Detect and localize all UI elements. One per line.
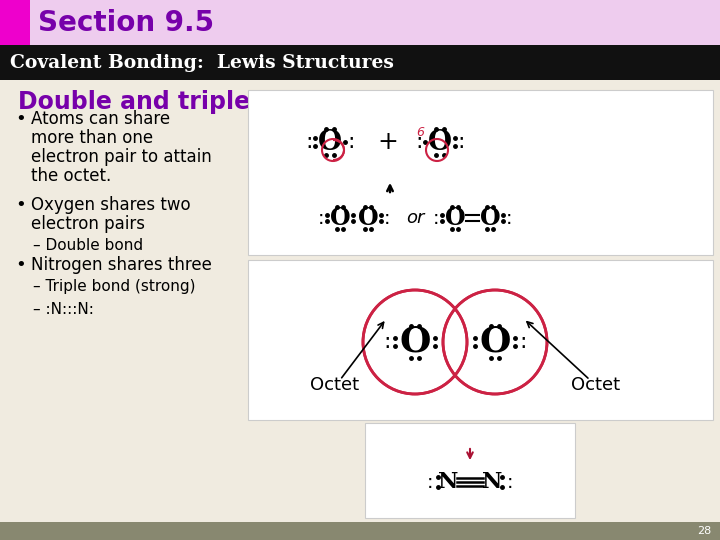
Text: :: :: [305, 132, 312, 152]
Text: •: •: [15, 110, 26, 128]
Bar: [0, 45, 720, 80]
Text: :: :: [427, 472, 433, 491]
Text: :: :: [433, 208, 439, 227]
Text: N: N: [438, 471, 458, 493]
Bar: [0, 0, 30, 45]
Text: Octet: Octet: [310, 376, 359, 394]
Bar: [0, 522, 720, 540]
Text: :: :: [383, 332, 391, 352]
Bar: [365, 423, 575, 518]
Text: more than one: more than one: [31, 129, 153, 147]
Text: :: :: [347, 132, 355, 152]
Text: O: O: [480, 325, 510, 359]
Text: or: or: [406, 209, 424, 227]
Text: :: :: [457, 132, 464, 152]
Text: O: O: [318, 129, 342, 156]
Text: •: •: [15, 256, 26, 274]
Text: :: :: [415, 132, 423, 152]
Bar: [248, 90, 713, 255]
Text: :: :: [318, 208, 324, 227]
Text: O: O: [400, 325, 431, 359]
Text: Section 9.5: Section 9.5: [38, 9, 214, 37]
Text: Octet: Octet: [571, 376, 620, 394]
Bar: [0, 0, 720, 45]
Text: Atoms can share: Atoms can share: [31, 110, 170, 128]
Circle shape: [363, 290, 467, 394]
Text: :: :: [519, 332, 527, 352]
Bar: [248, 260, 713, 420]
Text: O: O: [480, 206, 500, 230]
Text: – :N:::N:: – :N:::N:: [33, 302, 94, 317]
Text: •: •: [15, 196, 26, 214]
Text: :: :: [384, 208, 390, 227]
Text: 6: 6: [416, 125, 424, 138]
Text: O: O: [445, 206, 465, 230]
Text: electron pair to attain: electron pair to attain: [31, 148, 212, 166]
Text: +: +: [377, 130, 398, 154]
Text: 28: 28: [697, 526, 711, 536]
Circle shape: [443, 290, 547, 394]
Text: – Double bond: – Double bond: [33, 238, 143, 253]
Text: :: :: [505, 208, 512, 227]
Text: :: :: [507, 472, 513, 491]
Text: Nitrogen shares three: Nitrogen shares three: [31, 256, 212, 274]
Text: – Triple bond (strong): – Triple bond (strong): [33, 279, 196, 294]
Text: N: N: [482, 471, 502, 493]
Text: Double and triple bonds: Double and triple bonds: [18, 90, 340, 114]
Text: Covalent Bonding:  Lewis Structures: Covalent Bonding: Lewis Structures: [10, 54, 394, 72]
Text: O: O: [330, 206, 351, 230]
Text: Oxygen shares two: Oxygen shares two: [31, 196, 191, 214]
Text: the octet.: the octet.: [31, 167, 112, 185]
Text: O: O: [428, 129, 452, 156]
Text: electron pairs: electron pairs: [31, 215, 145, 233]
Text: O: O: [358, 206, 378, 230]
